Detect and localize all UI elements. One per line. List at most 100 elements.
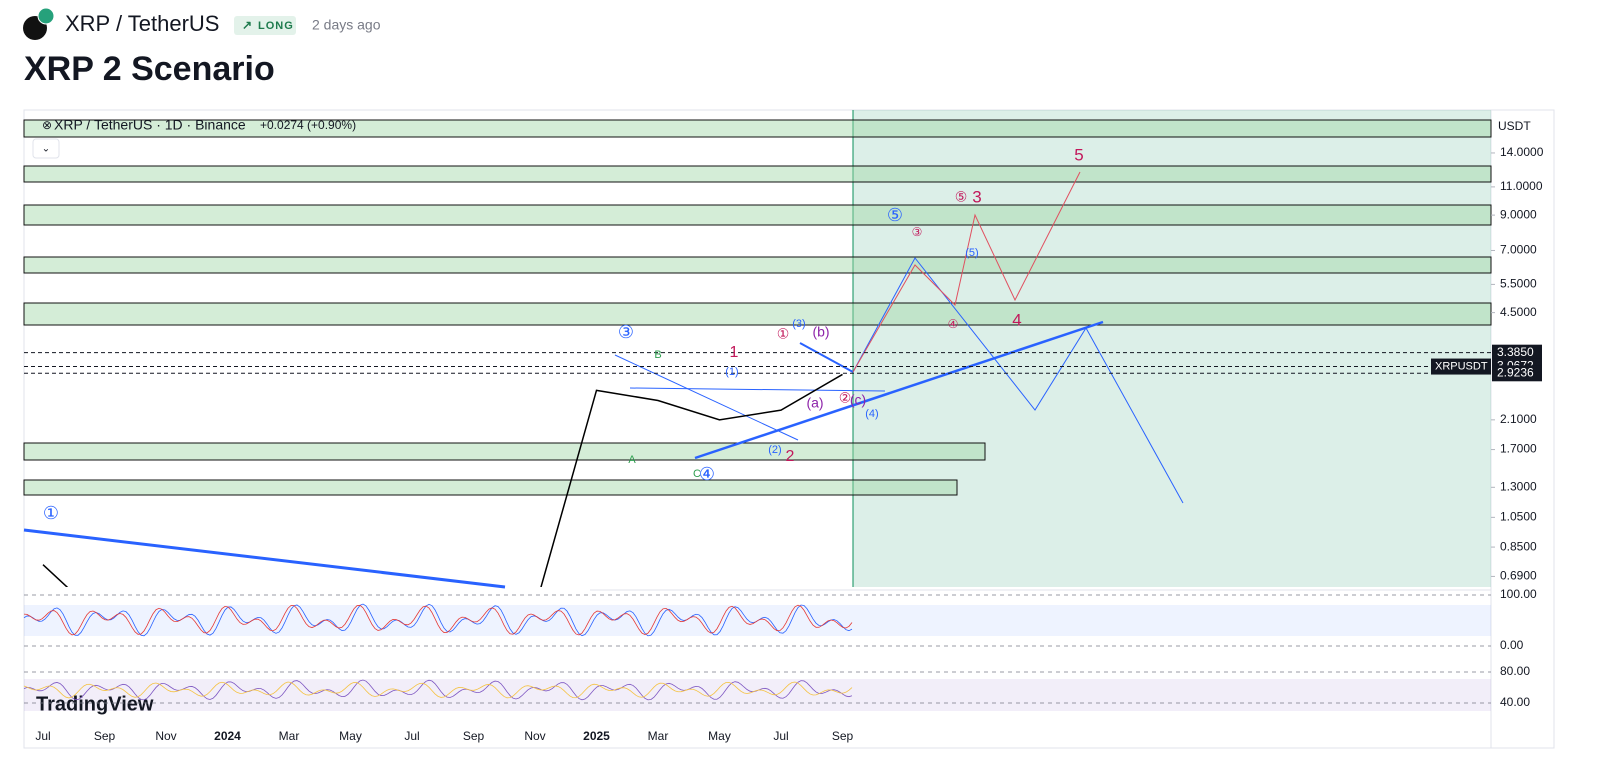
x-tick-label: Jul (404, 729, 419, 743)
zone (23, 165, 1492, 183)
x-tick-label: Mar (279, 729, 300, 743)
trendline (23, 528, 506, 589)
y-tick-label: 5.5000 (1500, 277, 1537, 291)
wave-label: ① (43, 503, 59, 523)
wave-label: (b) (812, 324, 829, 340)
x-tick-label: 2025 (583, 729, 610, 743)
osc-tick-label: 80.00 (1500, 664, 1530, 678)
legend-icon: ⊗ (42, 118, 52, 132)
forecast-area (853, 110, 1491, 587)
wave-label: (4) (865, 408, 878, 420)
wave-label: (c) (850, 392, 866, 408)
y-tick-label: 7.0000 (1500, 243, 1537, 257)
y-tick-label: 14.0000 (1500, 145, 1544, 159)
osc-tick-label: 100.00 (1500, 587, 1537, 601)
zone (23, 256, 1492, 274)
osc-curve (23, 681, 853, 699)
x-tick-label: Sep (463, 729, 485, 743)
chart-frame (23, 109, 1555, 749)
x-tick-label: May (339, 729, 362, 743)
wave-label: ④ (699, 464, 715, 484)
legend-change: +0.0274 (+0.90%) (260, 118, 356, 132)
y-tick-label: 9.0000 (1500, 207, 1537, 221)
x-tick-label: Sep (94, 729, 116, 743)
trendline (629, 387, 886, 392)
wave-label: 4 (1012, 310, 1021, 329)
x-tick-label: Jul (35, 729, 50, 743)
osc-tick-label: 40.00 (1500, 695, 1530, 709)
blue-path (852, 257, 1184, 504)
zone (23, 119, 1492, 138)
legend-symbol: XRP / TetherUS · 1D · Binance (54, 117, 246, 133)
price-line (42, 373, 843, 587)
wave-label: ⑤ (887, 205, 903, 225)
plot (42, 373, 843, 587)
osc-curve (23, 679, 853, 701)
wave-label: 3 (972, 187, 981, 206)
trendline (799, 342, 854, 373)
price-tag: 2.9236 (1497, 365, 1534, 379)
x-tick-label: Sep (832, 729, 854, 743)
price-tag: 3.3850 (1497, 345, 1534, 359)
zone (23, 479, 958, 496)
wave-label: (3) (792, 318, 805, 330)
trendline (694, 320, 1104, 460)
badge-bg (234, 16, 296, 35)
y-tick-label: 2.1000 (1500, 412, 1537, 426)
projections (23, 171, 1184, 589)
time-ago: 2 days ago (312, 17, 381, 33)
symbol-title[interactable]: XRP / TetherUS (65, 11, 219, 36)
wave-label: ② (839, 390, 852, 406)
wave-label: ③ (618, 322, 634, 342)
symbol-tag-bg (1431, 358, 1491, 375)
y-tick-label: 0.8500 (1500, 539, 1537, 553)
idea-title: XRP 2 Scenario (24, 50, 275, 88)
brand: TradingView (36, 693, 154, 715)
collapse-icon: ⌄ (42, 144, 50, 155)
wave-label: (1) (725, 366, 738, 378)
zone (23, 302, 1492, 326)
y-tick-label: 1.3000 (1500, 479, 1537, 493)
wave-label: ① (777, 326, 790, 342)
osc-tick-label: 0.00 (1500, 638, 1524, 652)
symbol-icon-b (37, 7, 55, 25)
x-tick-label: Jul (773, 729, 788, 743)
zone (23, 204, 1492, 226)
x-tick-label: Nov (155, 729, 176, 743)
collapse-button[interactable] (32, 138, 60, 159)
long-badge: ↗ (242, 18, 252, 32)
zone (23, 442, 986, 461)
y-tick-label: 1.0500 (1500, 510, 1537, 524)
long-badge-text: LONG (258, 20, 294, 32)
price-tag-bg (1492, 365, 1542, 382)
wave-label: (2) (768, 444, 781, 456)
wave-label: ③ (912, 225, 923, 239)
red-path (852, 171, 1081, 373)
wave-label: (5) (965, 247, 978, 259)
wave-label: (a) (806, 395, 823, 411)
wave-label: ④ (948, 317, 959, 331)
wave-label: A (628, 454, 636, 466)
currency: USDT (1498, 119, 1531, 133)
osc2-band (24, 679, 1491, 711)
y-tick-label: 0.6900 (1500, 569, 1537, 583)
trendline (614, 354, 799, 441)
y-tick-label: 11.0000 (1500, 179, 1543, 193)
x-tick-label: Mar (648, 729, 669, 743)
wave-label: 1 (730, 344, 739, 361)
wave-label: 2 (786, 448, 795, 465)
symbol-tag: XRPUSDT (1435, 360, 1488, 372)
wave-label: ⑤ (955, 189, 968, 205)
wave-label: B (654, 349, 661, 361)
zones (23, 119, 1492, 496)
y-tick-label: 4.5000 (1500, 305, 1537, 319)
x-tick-label: Nov (524, 729, 545, 743)
x-tick-label: May (708, 729, 731, 743)
y-tick-label: 1.7000 (1500, 442, 1537, 456)
wave-label: 5 (1074, 145, 1083, 164)
x-tick-label: 2024 (214, 729, 241, 743)
wave-label: C (693, 468, 701, 480)
price-tag-bg (1492, 344, 1542, 361)
